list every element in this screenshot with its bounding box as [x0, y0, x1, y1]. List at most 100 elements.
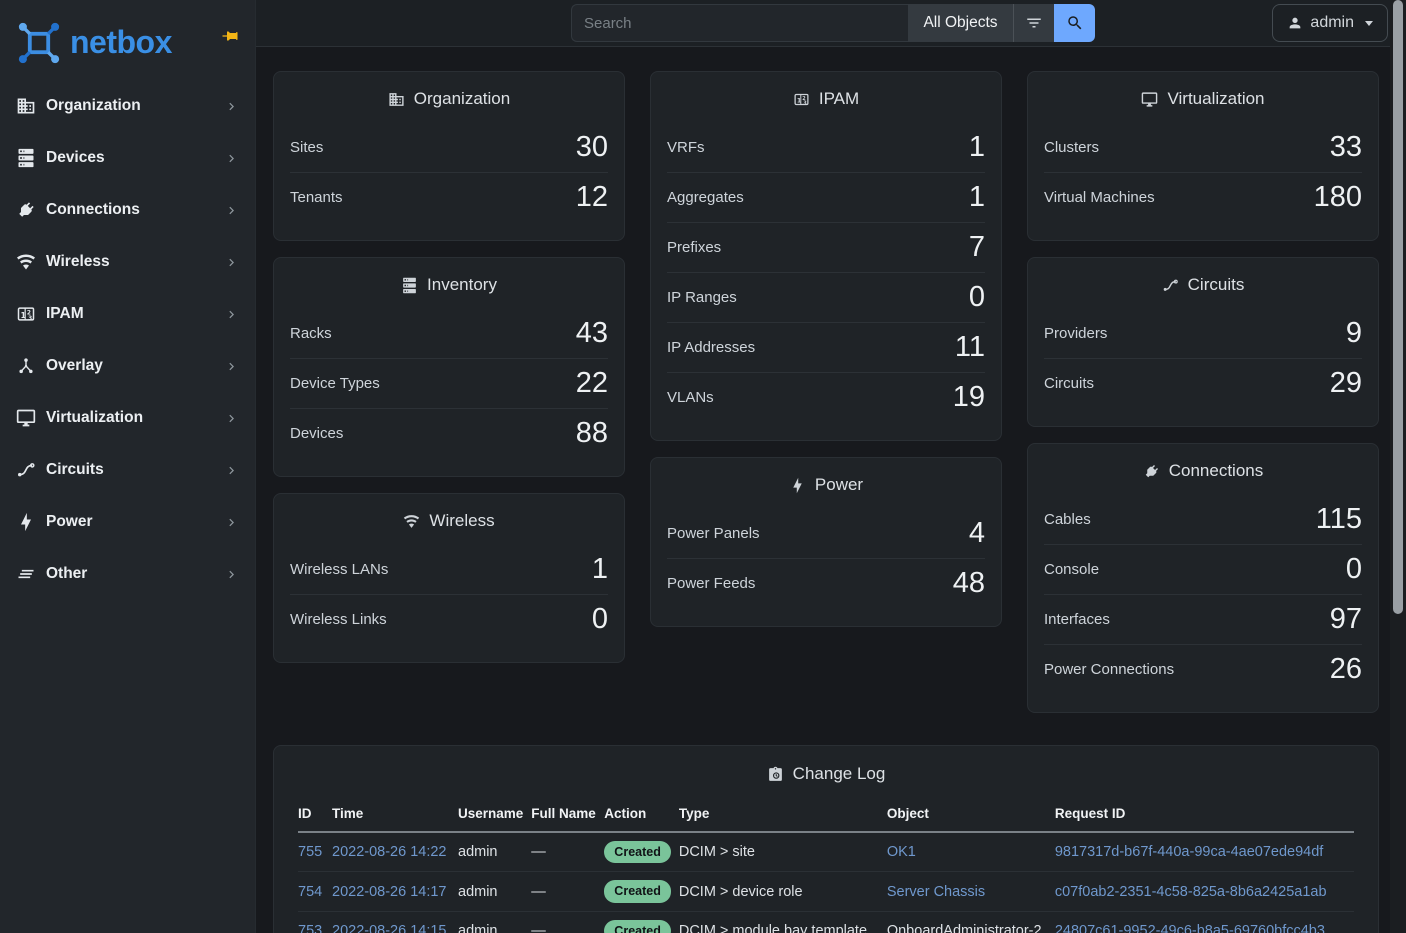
changelog-type: DCIM > site — [678, 844, 755, 861]
stat-value: 1 — [968, 181, 985, 213]
stat-value: 29 — [1329, 367, 1362, 399]
chevron-right-icon — [224, 99, 239, 114]
netbox-logo[interactable]: netbox — [0, 0, 255, 80]
stat-row-console[interactable]: Console 0 — [1044, 544, 1362, 594]
page-scrollbar — [1390, 0, 1406, 933]
pin-sidebar-button[interactable] — [220, 27, 240, 47]
changelog-object-link[interactable]: OK1 — [886, 844, 916, 861]
stat-row-ip-ranges[interactable]: IP Ranges 0 — [667, 272, 985, 322]
sidebar-item-ipam[interactable]: IPAM — [0, 288, 255, 340]
stat-row-circuits[interactable]: Circuits 29 — [1044, 358, 1362, 408]
stat-row-devices[interactable]: Devices 88 — [290, 408, 608, 458]
stat-row-vlans[interactable]: VLANs 19 — [667, 372, 985, 422]
changelog-time-link[interactable]: 2022-08-26 14:22 — [332, 844, 447, 861]
card-title: Connections — [1028, 461, 1378, 481]
stat-label: IP Addresses — [667, 339, 756, 356]
stat-row-power-panels[interactable]: Power Panels 4 — [667, 508, 985, 558]
sidebar-item-organization[interactable]: Organization — [0, 80, 255, 132]
stat-row-wireless-links[interactable]: Wireless Links 0 — [290, 594, 608, 644]
filter-button[interactable] — [1013, 4, 1054, 42]
col-header-action: Action — [604, 798, 679, 833]
stat-row-prefixes[interactable]: Prefixes 7 — [667, 222, 985, 272]
building-icon — [388, 91, 405, 108]
changelog-request-id-link[interactable]: c07f0ab2-2351-4c58-825a-8b6a2425a1ab — [1054, 883, 1327, 900]
sidebar-item-other[interactable]: Other — [0, 548, 255, 600]
changelog-table: ID Time Username Full Name Action Type O… — [298, 798, 1354, 933]
dashboard-content: Organization Sites 30 Tenants 12 — [256, 47, 1406, 933]
changelog-full-name: — — [531, 871, 605, 912]
card-title: Wireless — [274, 511, 624, 531]
user-menu-label: admin — [1310, 14, 1354, 31]
stat-row-aggregates[interactable]: Aggregates 1 — [667, 172, 985, 222]
changelog-time-link[interactable]: 2022-08-26 14:15 — [332, 922, 447, 933]
virtualization-card: Virtualization Clusters 33 Virtual Machi… — [1027, 71, 1379, 241]
changelog-request-id-link[interactable]: 9817317d-b67f-440a-99ca-4ae07ede94df — [1054, 844, 1324, 861]
stat-label: Sites — [290, 138, 324, 156]
stat-label: Aggregates — [667, 189, 744, 206]
filter-icon — [1025, 14, 1043, 32]
stat-label: Devices — [290, 425, 344, 442]
table-header-row: ID Time Username Full Name Action Type O… — [298, 798, 1354, 833]
stat-row-interfaces[interactable]: Interfaces 97 — [1044, 594, 1362, 644]
stat-row-clusters[interactable]: Clusters 33 — [1044, 122, 1362, 172]
stat-row-tenants[interactable]: Tenants 12 — [290, 172, 608, 222]
changelog-time-link[interactable]: 2022-08-26 14:17 — [332, 883, 447, 900]
sidebar-item-wireless[interactable]: Wireless — [0, 236, 255, 288]
monitor-icon — [16, 408, 36, 428]
stat-label: Providers — [1044, 324, 1108, 342]
sidebar-item-overlay[interactable]: Overlay — [0, 340, 255, 392]
stat-row-wireless-lans[interactable]: Wireless LANs 1 — [290, 544, 608, 594]
changelog-object-link[interactable]: Server Chassis — [886, 883, 986, 900]
main-area: All Objects admin — [256, 0, 1406, 933]
stat-value: 180 — [1313, 181, 1362, 213]
stat-value: 7 — [968, 231, 985, 263]
sidebar-item-devices[interactable]: Devices — [0, 132, 255, 184]
brand-name: netbox — [70, 24, 172, 60]
table-row: 755 2022-08-26 14:22 admin — Created DCI… — [298, 832, 1354, 872]
sidebar-item-power[interactable]: Power — [0, 496, 255, 548]
stat-value: 19 — [952, 381, 985, 413]
sidebar-item-circuits[interactable]: Circuits — [0, 444, 255, 496]
stat-row-cables[interactable]: Cables 115 — [1044, 494, 1362, 544]
circuits-card: Circuits Providers 9 Circuits 29 — [1027, 257, 1379, 427]
user-menu-button[interactable]: admin — [1272, 4, 1388, 42]
search-scope-button[interactable]: All Objects — [908, 4, 1013, 42]
sidebar-item-virtualization[interactable]: Virtualization — [0, 392, 255, 444]
graph-icon — [16, 356, 36, 376]
col-header-request-id: Request ID — [1054, 798, 1354, 833]
stat-value: 12 — [575, 181, 608, 213]
stat-row-ip-addresses[interactable]: IP Addresses 11 — [667, 322, 985, 372]
stat-row-power-connections[interactable]: Power Connections 26 — [1044, 644, 1362, 694]
organization-card: Organization Sites 30 Tenants 12 — [273, 71, 625, 241]
inventory-card: Inventory Racks 43 Device Types 22 Devic… — [273, 257, 625, 477]
stat-row-racks[interactable]: Racks 43 — [290, 308, 608, 358]
counter-icon — [793, 91, 810, 108]
stat-row-vrfs[interactable]: VRFs 1 — [667, 122, 985, 172]
changelog-id-link[interactable]: 754 — [298, 883, 323, 900]
stat-row-sites[interactable]: Sites 30 — [290, 122, 608, 172]
stat-row-power-feeds[interactable]: Power Feeds 48 — [667, 558, 985, 608]
search-icon — [1066, 14, 1084, 32]
stat-row-providers[interactable]: Providers 9 — [1044, 308, 1362, 358]
scrollbar-thumb[interactable] — [1393, 0, 1403, 614]
lines-icon — [16, 564, 36, 584]
ipam-card: IPAM VRFs 1 Aggregates 1 Prefixes 7 — [650, 71, 1002, 441]
sidebar-item-label: Organization — [46, 97, 141, 114]
stat-label: Wireless LANs — [290, 560, 389, 578]
connections-card: Connections Cables 115 Console 0 Interfa… — [1027, 443, 1379, 713]
search-input[interactable] — [571, 4, 908, 42]
stat-value: 97 — [1329, 603, 1362, 635]
card-title: Virtualization — [1028, 89, 1378, 109]
building-icon — [16, 96, 36, 116]
person-icon — [1287, 15, 1303, 31]
changelog-id-link[interactable]: 755 — [298, 844, 323, 861]
sidebar: netbox Organization Devices Connections — [0, 0, 256, 933]
sidebar-item-connections[interactable]: Connections — [0, 184, 255, 236]
sidebar-item-label: Wireless — [46, 253, 110, 270]
stat-row-device-types[interactable]: Device Types 22 — [290, 358, 608, 408]
changelog-request-id-link[interactable]: 24807c61-9952-49c6-b8a5-69760bfcc4b3 — [1054, 922, 1325, 933]
changelog-id-link[interactable]: 753 — [298, 922, 323, 933]
search-button[interactable] — [1054, 4, 1095, 42]
server-icon — [16, 148, 36, 168]
stat-row-virtual-machines[interactable]: Virtual Machines 180 — [1044, 172, 1362, 222]
